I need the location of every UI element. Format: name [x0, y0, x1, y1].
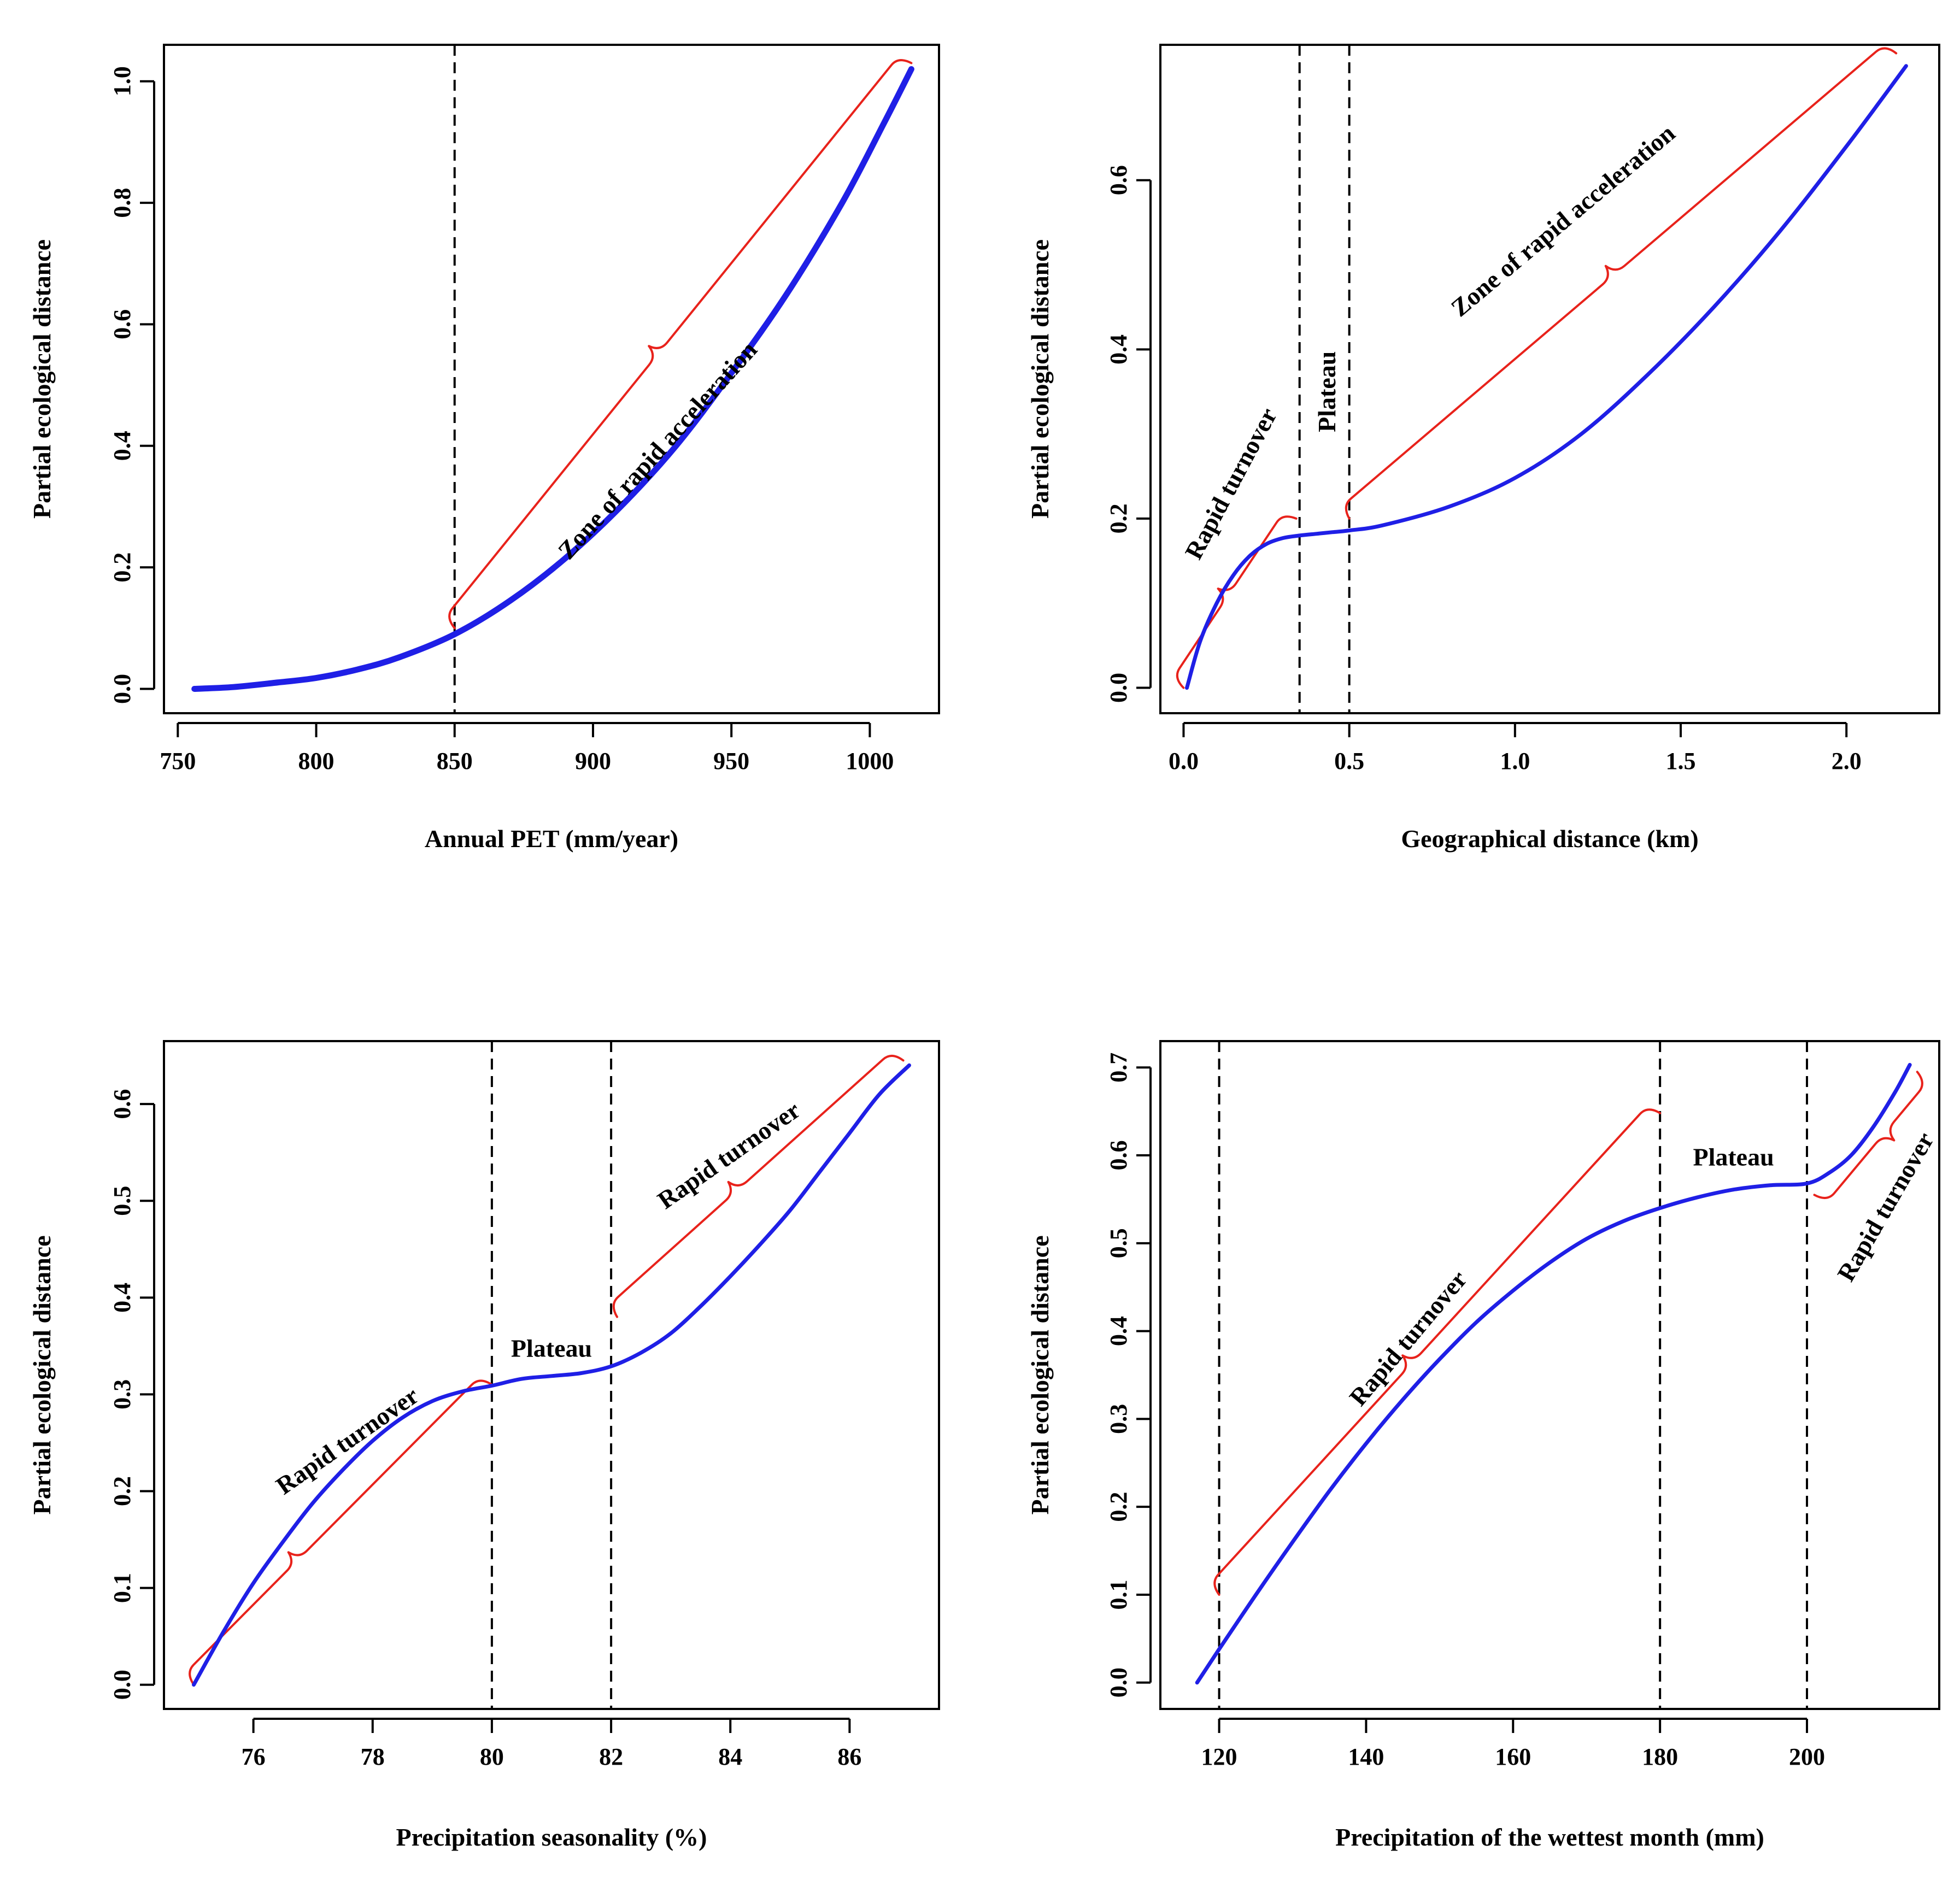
- panel-geographical-distance-y-axis: 0.0 0.2 0.4 0.6: [1105, 165, 1152, 703]
- x-tick-label: 1.5: [1666, 748, 1696, 774]
- y-tick-label: 0.2: [1105, 1492, 1132, 1522]
- y-tick-label: 0.8: [109, 188, 136, 218]
- y-tick-label: 0.0: [1105, 673, 1132, 703]
- zone-brace: [1345, 47, 1898, 520]
- x-tick-label: 850: [437, 748, 473, 774]
- zone-annotation: Rapid turnover: [1832, 1127, 1939, 1286]
- panel-precipitation-wettest-month-y-axis: 0.0 0.1 0.2 0.3 0.4 0.5 0.6 0.7: [1105, 1053, 1152, 1697]
- panel-geographical-distance-ylabel: Partial ecological distance: [1026, 239, 1054, 519]
- panel-geographical-distance-plot-frame: [1159, 44, 1940, 714]
- y-tick-label: 0.3: [1105, 1404, 1132, 1434]
- zone-brace: [1813, 1071, 1923, 1199]
- panel-geographical-distance-xlabel: Geographical distance (km): [1401, 825, 1698, 853]
- zone-annotation: Plateau: [1313, 351, 1341, 432]
- x-tick-label: 180: [1642, 1743, 1678, 1770]
- x-tick-label: 950: [713, 748, 749, 774]
- x-tick-label: 1000: [846, 748, 894, 774]
- y-tick-label: 1.0: [109, 66, 136, 96]
- y-tick-label: 0.0: [1105, 1667, 1132, 1697]
- panel-precipitation-seasonality-ylabel: Partial ecological distance: [28, 1236, 56, 1515]
- y-tick-label: 0.7: [1105, 1053, 1132, 1083]
- panel-precipitation-seasonality-xlabel: Precipitation seasonality (%): [396, 1823, 707, 1851]
- zone-brace: [189, 1379, 493, 1686]
- panel-precipitation-seasonality-x-axis: 76 78 80 82 84 86: [242, 1718, 861, 1770]
- x-tick-label: 200: [1789, 1743, 1825, 1770]
- zone-brace: [612, 1054, 905, 1318]
- zone-brace: [1213, 1108, 1662, 1596]
- x-tick-label: 750: [160, 748, 196, 774]
- zone-annotation: Rapid turnover: [1179, 403, 1282, 564]
- x-tick-label: 84: [718, 1743, 742, 1770]
- x-tick-label: 82: [599, 1743, 623, 1770]
- zone-annotation: Zone of rapid acceleration: [1446, 119, 1680, 322]
- y-tick-label: 0.1: [109, 1573, 136, 1603]
- panel-precipitation-seasonality-plot-frame: [163, 1040, 940, 1710]
- x-tick-label: 86: [837, 1743, 861, 1770]
- x-tick-label: 160: [1495, 1743, 1531, 1770]
- zone-annotation: Zone of rapid acceleration: [553, 336, 762, 565]
- panel-precipitation-wettest-month-x-axis: 120 140 160 180 200: [1201, 1718, 1825, 1770]
- y-tick-label: 0.2: [109, 1476, 136, 1506]
- panel-geographical-distance: Geographical distance (km) Partial ecolo…: [1026, 44, 1940, 853]
- y-tick-label: 0.4: [109, 1283, 136, 1313]
- x-tick-label: 120: [1201, 1743, 1237, 1770]
- zone-brace: [1176, 515, 1298, 689]
- panel-geographical-distance-x-axis: 0.0 0.5 1.0 1.5 2.0: [1169, 722, 1862, 774]
- panel-annual-pet-ylabel: Partial ecological distance: [28, 239, 56, 519]
- y-tick-label: 0.4: [1105, 334, 1132, 365]
- x-tick-label: 1.0: [1500, 748, 1530, 774]
- y-tick-label: 0.6: [1105, 165, 1132, 195]
- zone-brace: [448, 59, 913, 630]
- y-tick-label: 0.0: [109, 1670, 136, 1700]
- y-tick-label: 0.4: [109, 431, 136, 461]
- zone-annotation: Rapid turnover: [1344, 1265, 1472, 1411]
- x-tick-label: 2.0: [1832, 748, 1862, 774]
- y-tick-label: 0.1: [1105, 1579, 1132, 1609]
- panel-precipitation-wettest-month-xlabel: Precipitation of the wettest month (mm): [1335, 1823, 1764, 1851]
- fitted-curve: [191, 66, 914, 692]
- x-tick-label: 800: [298, 748, 335, 774]
- y-tick-label: 0.5: [1105, 1228, 1132, 1258]
- panel-precipitation-seasonality-y-axis: 0.0 0.1 0.2 0.3 0.4 0.5 0.6: [109, 1089, 155, 1700]
- zone-annotation: Rapid turnover: [271, 1381, 424, 1500]
- y-tick-label: 0.2: [109, 553, 136, 583]
- panel-precipitation-wettest-month-plot-frame: [1159, 1040, 1940, 1710]
- zone-annotation: Plateau: [511, 1334, 592, 1362]
- y-tick-label: 0.6: [1105, 1141, 1132, 1171]
- y-tick-label: 0.6: [109, 1089, 136, 1119]
- y-tick-label: 0.0: [109, 674, 136, 704]
- fitted-curve: [1185, 64, 1908, 690]
- y-tick-label: 0.3: [109, 1379, 136, 1409]
- x-tick-label: 0.0: [1169, 748, 1199, 774]
- fitted-curve: [192, 1063, 911, 1687]
- panel-annual-pet-y-axis: 0.0 0.2 0.4 0.6 0.8 1.0: [109, 66, 155, 704]
- y-tick-label: 0.2: [1105, 503, 1132, 533]
- y-tick-label: 0.4: [1105, 1316, 1132, 1346]
- panel-annual-pet-xlabel: Annual PET (mm/year): [425, 825, 678, 853]
- x-tick-label: 0.5: [1334, 748, 1364, 774]
- fitted-curve: [1195, 1062, 1912, 1685]
- x-tick-label: 76: [242, 1743, 266, 1770]
- x-tick-label: 900: [575, 748, 611, 774]
- panel-annual-pet: Annual PET (mm/year) Partial ecological …: [28, 44, 940, 853]
- y-tick-label: 0.6: [109, 309, 136, 339]
- panel-precipitation-wettest-month: Precipitation of the wettest month (mm) …: [1026, 1040, 1940, 1851]
- x-tick-label: 78: [361, 1743, 385, 1770]
- panel-annual-pet-x-axis: 750 800 850 900 950 1000: [160, 722, 894, 774]
- panel-precipitation-wettest-month-ylabel: Partial ecological distance: [1026, 1236, 1054, 1515]
- panel-precipitation-seasonality: Precipitation seasonality (%) Partial ec…: [28, 1040, 940, 1851]
- zone-annotation: Plateau: [1693, 1143, 1774, 1171]
- y-tick-label: 0.5: [109, 1186, 136, 1216]
- panel-annual-pet-plot-frame: [163, 44, 940, 714]
- x-tick-label: 80: [480, 1743, 504, 1770]
- x-tick-label: 140: [1348, 1743, 1384, 1770]
